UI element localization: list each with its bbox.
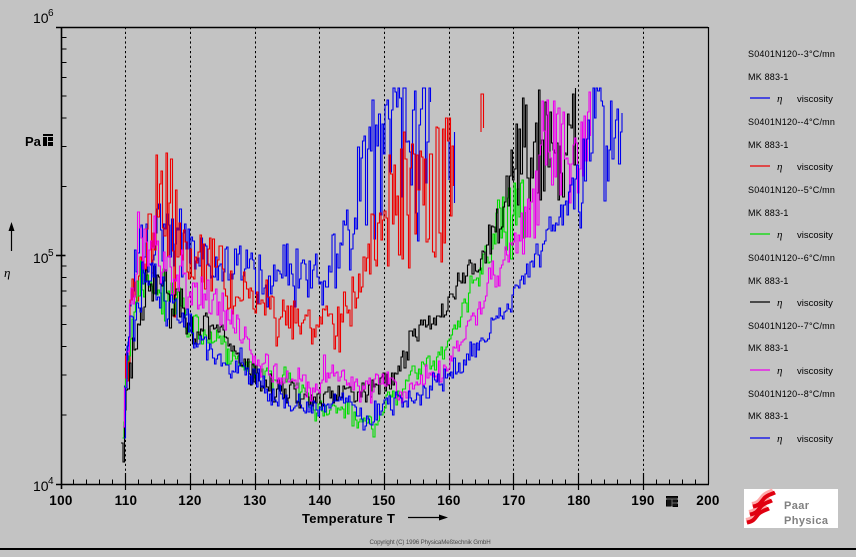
svg-text:viscosity: viscosity bbox=[797, 434, 833, 445]
svg-text:viscosity: viscosity bbox=[797, 94, 833, 105]
svg-text:η: η bbox=[777, 229, 782, 241]
svg-text:120: 120 bbox=[178, 493, 201, 508]
svg-text:S0401N120--7°C/mn: S0401N120--7°C/mn bbox=[748, 321, 835, 331]
svg-text:130: 130 bbox=[243, 493, 266, 508]
svg-text:MK 883-1: MK 883-1 bbox=[748, 72, 789, 82]
svg-text:MK 883-1: MK 883-1 bbox=[748, 140, 789, 150]
svg-text:S0401N120--5°C/mn: S0401N120--5°C/mn bbox=[748, 185, 835, 195]
svg-text:110: 110 bbox=[115, 493, 138, 508]
svg-text:MK 883-1: MK 883-1 bbox=[748, 411, 789, 421]
svg-text:180: 180 bbox=[567, 493, 590, 508]
svg-text:η: η bbox=[4, 265, 10, 280]
svg-text:viscosity: viscosity bbox=[797, 162, 833, 173]
svg-text:200: 200 bbox=[696, 493, 719, 508]
svg-text:190: 190 bbox=[631, 493, 654, 508]
svg-text:η: η bbox=[777, 433, 782, 445]
svg-text:140: 140 bbox=[308, 493, 331, 508]
svg-text:170: 170 bbox=[502, 493, 525, 508]
svg-text:Temperature T: Temperature T bbox=[302, 511, 395, 526]
svg-text:10: 10 bbox=[33, 250, 49, 266]
svg-text:S0401N120--6°C/mn: S0401N120--6°C/mn bbox=[748, 253, 835, 263]
svg-text:S0401N120--4°C/mn: S0401N120--4°C/mn bbox=[748, 117, 835, 127]
svg-text:160: 160 bbox=[437, 493, 460, 508]
svg-text:η: η bbox=[777, 161, 782, 173]
svg-text:MK 883-1: MK 883-1 bbox=[748, 343, 789, 353]
svg-text:η: η bbox=[777, 93, 782, 105]
svg-text:η: η bbox=[777, 365, 782, 377]
svg-text:10: 10 bbox=[33, 10, 49, 26]
svg-text:6: 6 bbox=[48, 8, 54, 19]
svg-text:viscosity: viscosity bbox=[797, 230, 833, 241]
svg-text:Physica: Physica bbox=[784, 515, 829, 527]
svg-text:Paar: Paar bbox=[784, 500, 810, 512]
svg-text:150: 150 bbox=[372, 493, 395, 508]
svg-text:5: 5 bbox=[48, 248, 54, 259]
svg-text:100: 100 bbox=[49, 493, 72, 508]
svg-text:10: 10 bbox=[33, 478, 49, 494]
svg-text:S0401N120--8°C/mn: S0401N120--8°C/mn bbox=[748, 389, 835, 399]
svg-text:MK 883-1: MK 883-1 bbox=[748, 208, 789, 218]
svg-text:4: 4 bbox=[48, 476, 54, 487]
svg-text:Copyright (C) 1996 PhysicaMeßt: Copyright (C) 1996 PhysicaMeßtechnik Gmb… bbox=[369, 539, 490, 546]
svg-text:S0401N120--3°C/mn: S0401N120--3°C/mn bbox=[748, 49, 835, 59]
svg-text:viscosity: viscosity bbox=[797, 366, 833, 377]
svg-text:viscosity: viscosity bbox=[797, 298, 833, 309]
svg-text:MK 883-1: MK 883-1 bbox=[748, 276, 789, 286]
svg-text:η: η bbox=[777, 297, 782, 309]
svg-text:Pa: Pa bbox=[25, 134, 42, 149]
